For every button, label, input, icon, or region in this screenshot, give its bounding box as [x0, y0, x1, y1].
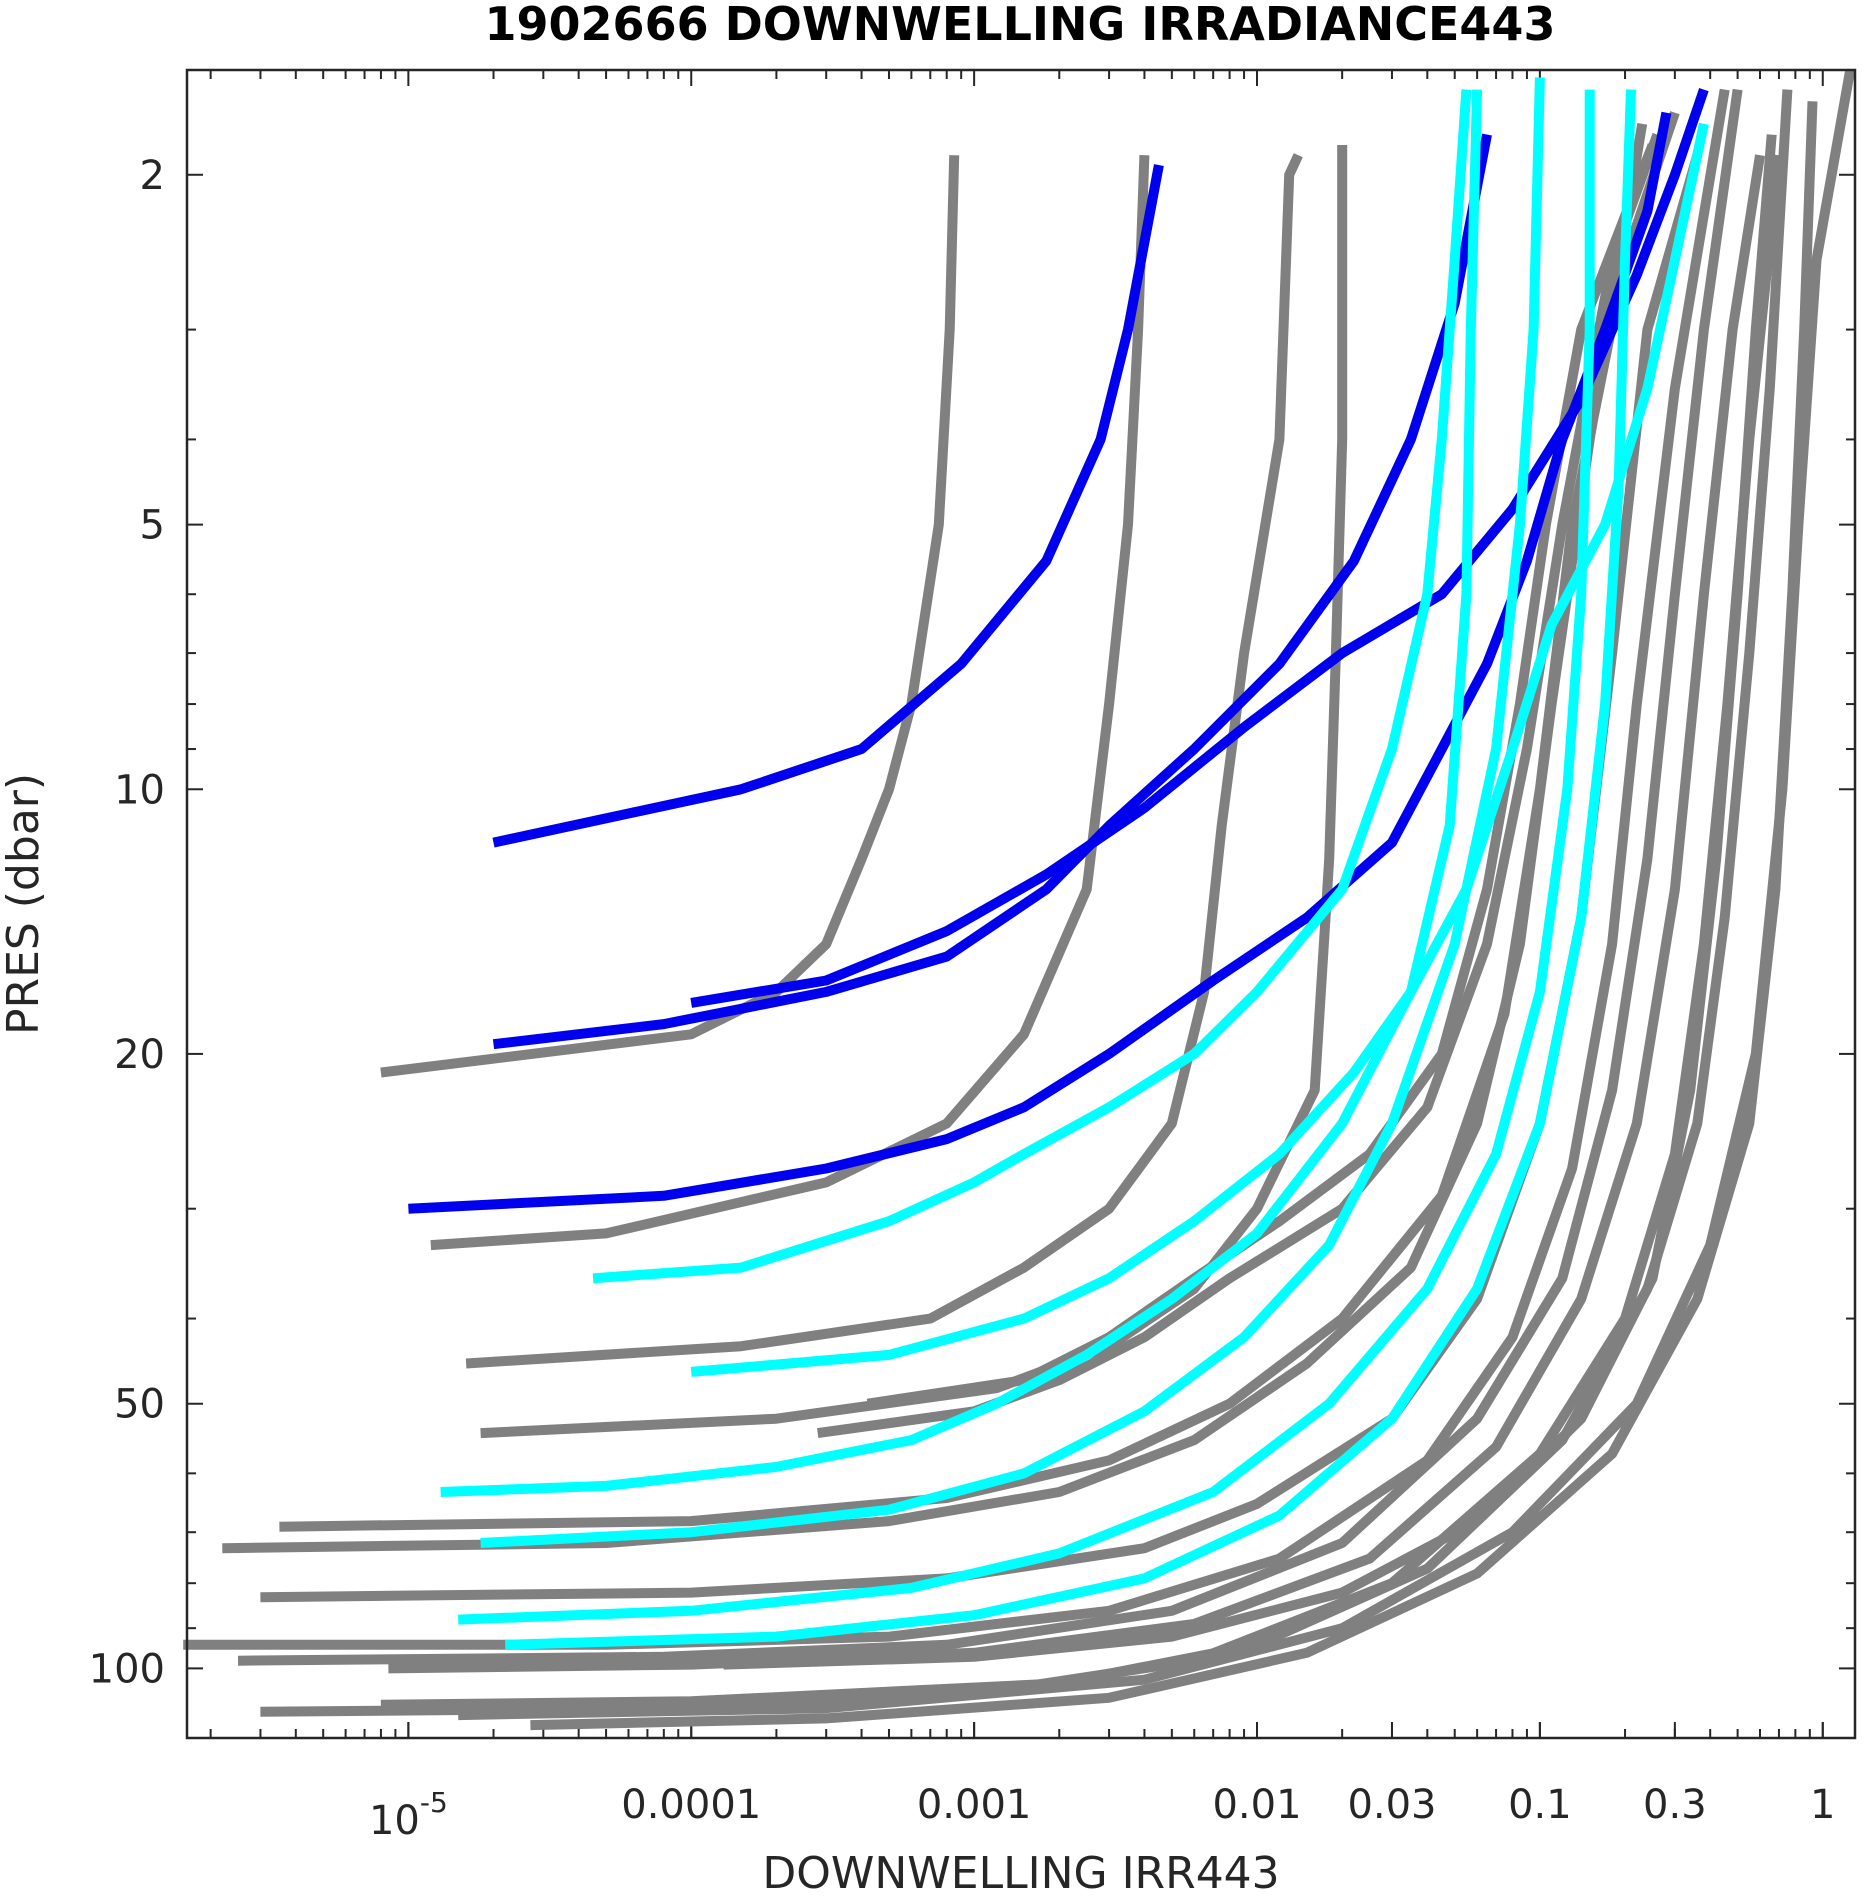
x-tick-label: 0.1 — [1508, 1782, 1572, 1828]
plot-frame — [185, 68, 1857, 1740]
y-tick-label: 5 — [140, 503, 165, 549]
x-tick-label: 0.01 — [1212, 1782, 1301, 1828]
y-tick-label: 100 — [89, 1646, 165, 1692]
profile-line-blue-21 — [690, 87, 1709, 1008]
x-tick-label: 10-5 — [369, 1786, 448, 1844]
profile-line-grey-16 — [465, 153, 1303, 1369]
profile-line-grey-15 — [430, 155, 1150, 1251]
series-layer — [183, 69, 1856, 1731]
profile-line-blue-19 — [492, 133, 1492, 1050]
y-axis-label: PRES (dbar) — [0, 773, 49, 1035]
x-tick-label: 0.3 — [1643, 1782, 1707, 1828]
profile-line-grey-3 — [222, 122, 1648, 1554]
profile-line-blue-18 — [492, 164, 1164, 848]
y-axis: 2 5 10 20 50 100 — [89, 153, 1855, 1692]
x-axis-label: DOWNWELLING IRR443 — [762, 1848, 1279, 1896]
y-tick-label: 50 — [114, 1382, 165, 1428]
profile-line-grey-17 — [480, 145, 1348, 1439]
x-axis: 10-5 0.0001 0.001 0.01 0.03 0.1 0.3 1 — [209, 70, 1835, 1844]
profile-line-cyan-22 — [440, 89, 1483, 1497]
y-tick-label: 10 — [114, 767, 165, 813]
y-tick-label: 2 — [140, 153, 165, 199]
profile-line-cyan-26 — [592, 89, 1472, 1284]
profile-line-grey-12 — [458, 69, 1856, 1721]
y-tick-label: 20 — [114, 1032, 165, 1078]
profile-line-cyan-23 — [480, 77, 1545, 1548]
profile-line-grey-2 — [817, 132, 1663, 1439]
profile-line-cyan-24 — [458, 89, 1595, 1625]
x-tick-label: 1 — [1810, 1782, 1835, 1828]
profile-line-grey-7 — [237, 88, 1743, 1666]
profile-line-grey-13 — [723, 134, 1777, 1670]
profile-line-cyan-27 — [690, 122, 1709, 1377]
chart-title: 1902666 DOWNWELLING IRRADIANCE443 — [485, 0, 1556, 51]
profile-line-grey-14 — [380, 155, 960, 1078]
x-tick-label: 0.0001 — [621, 1782, 761, 1828]
profile-line-grey-6 — [183, 88, 1730, 1650]
x-tick-label: 0.001 — [917, 1782, 1032, 1828]
x-tick-label: 0.03 — [1347, 1782, 1436, 1828]
